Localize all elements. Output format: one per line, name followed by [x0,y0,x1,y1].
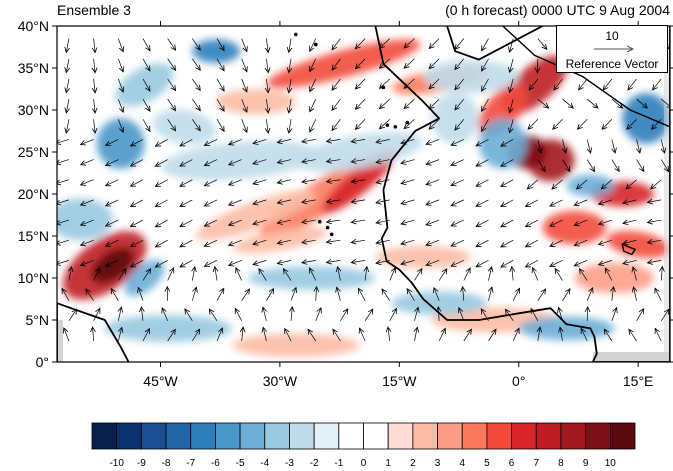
reference-vector-label: Reference Vector [565,57,659,71]
colorbar-tick-label: -8 [162,458,171,469]
colorbar-swatch [91,422,118,450]
latitude-tick-label: 30°N [18,102,49,118]
reference-arrow-icon [594,45,635,53]
coastline [57,26,670,362]
colorbar-tick-label: -4 [260,458,269,469]
colorbar-swatch [239,422,266,450]
colorbar-swatch [486,422,512,450]
colorbar-tick-label: 0 [361,458,367,469]
colorbar-tick-label: -1 [334,458,343,469]
colorbar-tick-label: 8 [558,458,564,469]
colorbar-tick-label: 9 [583,458,589,469]
colorbar-swatch [116,422,142,450]
colorbar-swatch [338,422,364,450]
colorbar-tick-label: -10 [109,458,124,469]
anomaly-field [57,39,670,357]
colorbar-swatch [609,422,636,450]
colorbar-tick-label: 7 [533,458,539,469]
colorbar-tick-label: 3 [435,458,441,469]
colorbar-tick-label: 10 [605,458,617,469]
colorbar-swatch [140,422,167,450]
latitude-tick-label: 40°N [18,18,49,34]
latitude-tick-label: 25°N [18,144,49,160]
colorbar-swatch [190,422,216,450]
colorbar-swatch [535,422,562,450]
colorbar-swatch [264,422,290,450]
colorbar-swatch [511,422,537,450]
colorbar-tick-label: 2 [410,458,416,469]
latitude-tick-label: 15°N [18,228,49,244]
latitude-tick-label: 0° [36,354,49,370]
latitude-axis: 40°N 35°N 30°N 25°N 20°N 15°N 10°N 5°N 0° [18,18,673,370]
longitude-tick-label: 15°W [382,373,417,389]
colorbar-tick-label: 1 [385,458,391,469]
reference-vector-magnitude: 10 [605,29,619,43]
colorbar-tick-label: -7 [186,458,195,469]
colorbar-swatch [437,422,463,450]
colorbar-swatch [215,422,241,450]
colorbar-tick-label: 4 [459,458,465,469]
colorbar-swatch [412,422,438,450]
colorbar-swatch [363,422,389,450]
colorbar-tick-label: -2 [310,458,319,469]
map-title-left: Ensemble 3 [57,2,131,18]
colorbar-tick-label: 5 [484,458,490,469]
latitude-tick-label: 35°N [18,60,49,76]
colorbar-swatch [289,422,315,450]
wind-vector-field [57,38,670,342]
colorbar-boxes [91,422,636,450]
colorbar-swatch [461,422,488,450]
longitude-tick-label: 30°W [263,373,298,389]
colorbar-tick-label: -9 [137,458,146,469]
colorbar-labels: -10 -9 -8 -7 -6 -5 -4 -3 -2 -1 0 1 2 3 4 5 6 7 8 9 10 [109,458,616,469]
colorbar-swatch [313,422,340,450]
colorbar-swatch [560,422,587,450]
longitude-tick-label: 15°E [623,373,654,389]
colorbar-swatch [387,422,414,450]
colorbar-tick-label: -5 [236,458,245,469]
latitude-tick-label: 10°N [18,270,49,286]
colorbar-tick-label: -3 [285,458,294,469]
longitude-tick-label: 45°W [143,373,178,389]
map-title-right: (0 h forecast) 0000 UTC 9 Aug 2004 [445,2,670,18]
colorbar-swatch [585,422,611,450]
latitude-tick-label: 5°N [26,312,50,328]
colorbar-swatch [165,422,192,450]
colorbar-tick-label: -6 [211,458,220,469]
colorbar-tick-label: 6 [509,458,515,469]
reference-vector-legend: 10 Reference Vector [556,25,668,73]
plot-area [57,26,670,362]
longitude-axis: 45°W 30°W 15°W 0° 15°E [143,21,653,389]
land-mask [57,26,670,362]
latitude-tick-label: 20°N [18,186,49,202]
longitude-tick-label: 0° [512,373,525,389]
